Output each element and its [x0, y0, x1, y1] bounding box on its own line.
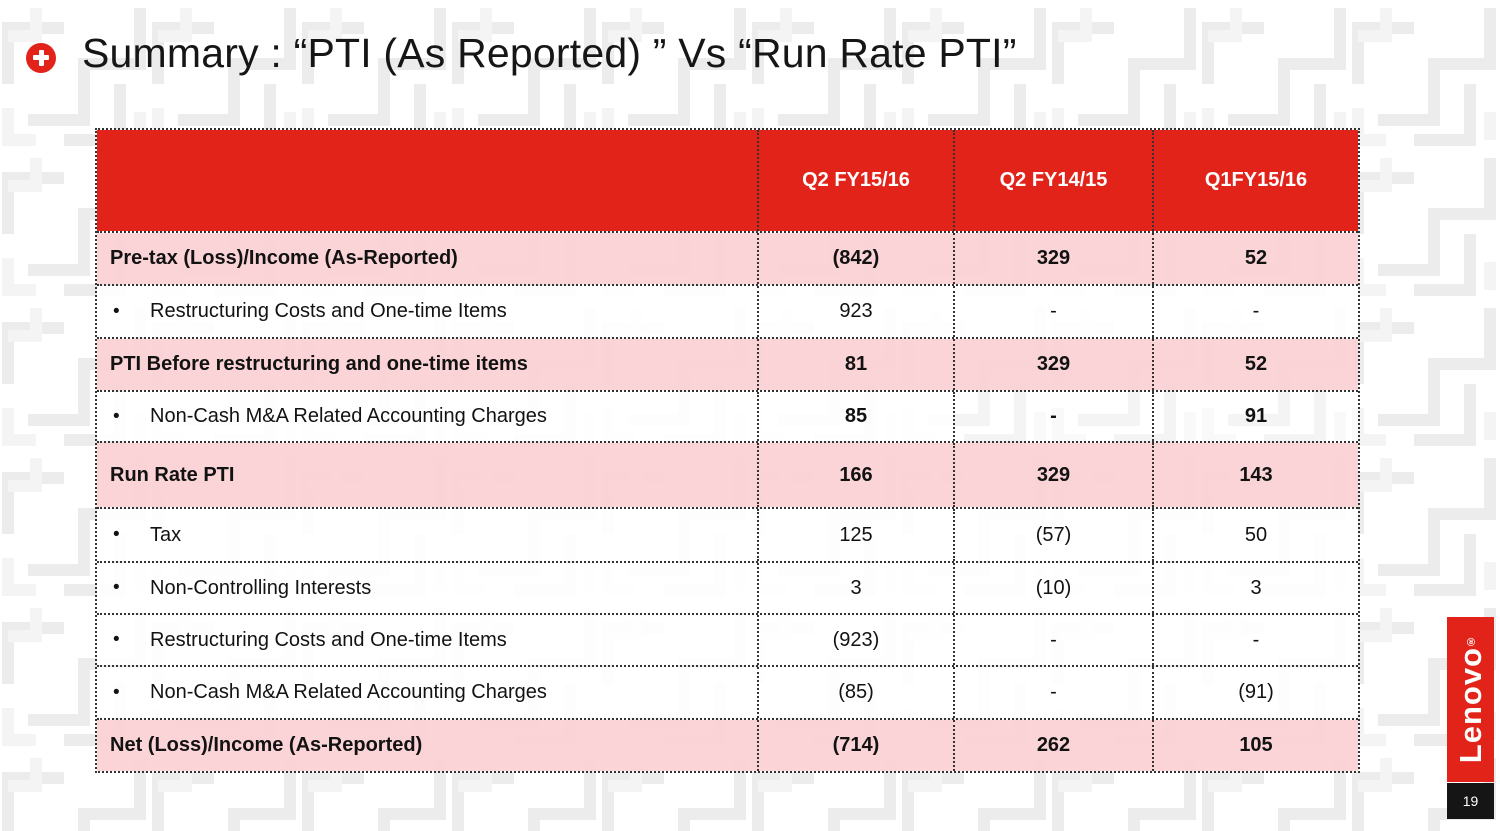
table-row: PTI Before restructuring and one-time it…: [97, 337, 1358, 390]
row-label: • Non-Controlling Interests: [97, 563, 757, 613]
table-row: Run Rate PTI 166 329 143: [97, 441, 1358, 507]
page-number: 19: [1462, 793, 1479, 809]
cell-value: 105: [1152, 720, 1358, 771]
cell-value: -: [1152, 286, 1358, 337]
column-header: Q1FY15/16: [1152, 130, 1358, 231]
cell-value: 262: [953, 720, 1152, 771]
plus-circle-icon: [26, 42, 56, 73]
cell-value: 85: [757, 392, 953, 441]
cell-value: -: [953, 615, 1152, 665]
row-label: • Restructuring Costs and One-time Items: [97, 286, 757, 337]
column-header: Q2 FY15/16: [757, 130, 953, 231]
cell-value: -: [953, 286, 1152, 337]
cell-value: -: [953, 667, 1152, 718]
lenovo-logo-text: Lenovo®: [1453, 635, 1488, 764]
cell-value: -: [1152, 615, 1358, 665]
row-label: Pre-tax (Loss)/Income (As-Reported): [97, 233, 757, 284]
row-label: • Tax: [97, 509, 757, 561]
table-row: • Restructuring Costs and One-time Items …: [97, 284, 1358, 337]
lenovo-logo: Lenovo®: [1447, 617, 1494, 782]
table-row: • Non-Cash M&A Related Accounting Charges…: [97, 390, 1358, 441]
cell-value: 166: [757, 443, 953, 507]
cell-value: 81: [757, 339, 953, 390]
row-label: Net (Loss)/Income (As-Reported): [97, 720, 757, 771]
cell-value: 91: [1152, 392, 1358, 441]
cell-value: (10): [953, 563, 1152, 613]
table-row: • Non-Cash M&A Related Accounting Charges…: [97, 665, 1358, 718]
table-row: Net (Loss)/Income (As-Reported) (714) 26…: [97, 718, 1358, 771]
bullet-dot: •: [113, 405, 120, 427]
cell-value: 52: [1152, 233, 1358, 284]
cell-value: (91): [1152, 667, 1358, 718]
page-title: Summary : “PTI (As Reported) ” Vs “Run R…: [82, 30, 1017, 76]
cell-value: (85): [757, 667, 953, 718]
cell-value: 329: [953, 233, 1152, 284]
bullet-dot: •: [113, 524, 120, 545]
cell-value: 143: [1152, 443, 1358, 507]
row-label: • Restructuring Costs and One-time Items: [97, 615, 757, 665]
cell-value: 50: [1152, 509, 1358, 561]
row-label: PTI Before restructuring and one-time it…: [97, 339, 757, 390]
column-header: Q2 FY14/15: [953, 130, 1152, 231]
table-row: • Non-Controlling Interests 3 (10) 3: [97, 561, 1358, 613]
cell-value: 125: [757, 509, 953, 561]
bullet-dot: •: [113, 577, 120, 598]
summary-table: Q2 FY15/16 Q2 FY14/15 Q1FY15/16 Pre-tax …: [95, 128, 1360, 773]
bullet-dot: •: [113, 300, 120, 322]
row-label: Run Rate PTI: [97, 443, 757, 507]
cell-value: 923: [757, 286, 953, 337]
cell-value: 3: [1152, 563, 1358, 613]
page-number-badge: 19: [1447, 783, 1494, 819]
column-header-spacer: [97, 130, 757, 231]
cell-value: (842): [757, 233, 953, 284]
registered-trademark-mark: ®: [1465, 635, 1477, 648]
cell-value: -: [953, 392, 1152, 441]
cell-value: (923): [757, 615, 953, 665]
cell-value: 329: [953, 339, 1152, 390]
table-row: • Restructuring Costs and One-time Items …: [97, 613, 1358, 665]
row-label: • Non-Cash M&A Related Accounting Charges: [97, 667, 757, 718]
cell-value: 52: [1152, 339, 1358, 390]
table-row: • Tax 125 (57) 50: [97, 507, 1358, 561]
bullet-dot: •: [113, 629, 120, 650]
cell-value: 3: [757, 563, 953, 613]
table-header-row: Q2 FY15/16 Q2 FY14/15 Q1FY15/16: [97, 130, 1358, 231]
cell-value: (57): [953, 509, 1152, 561]
title-row: Summary : “PTI (As Reported) ” Vs “Run R…: [26, 30, 1017, 77]
row-label: • Non-Cash M&A Related Accounting Charges: [97, 392, 757, 441]
cell-value: 329: [953, 443, 1152, 507]
bullet-dot: •: [113, 681, 120, 703]
cell-value: (714): [757, 720, 953, 771]
table-row: Pre-tax (Loss)/Income (As-Reported) (842…: [97, 231, 1358, 284]
